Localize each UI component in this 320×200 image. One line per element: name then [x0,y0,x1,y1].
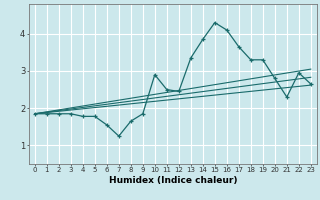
X-axis label: Humidex (Indice chaleur): Humidex (Indice chaleur) [108,176,237,185]
